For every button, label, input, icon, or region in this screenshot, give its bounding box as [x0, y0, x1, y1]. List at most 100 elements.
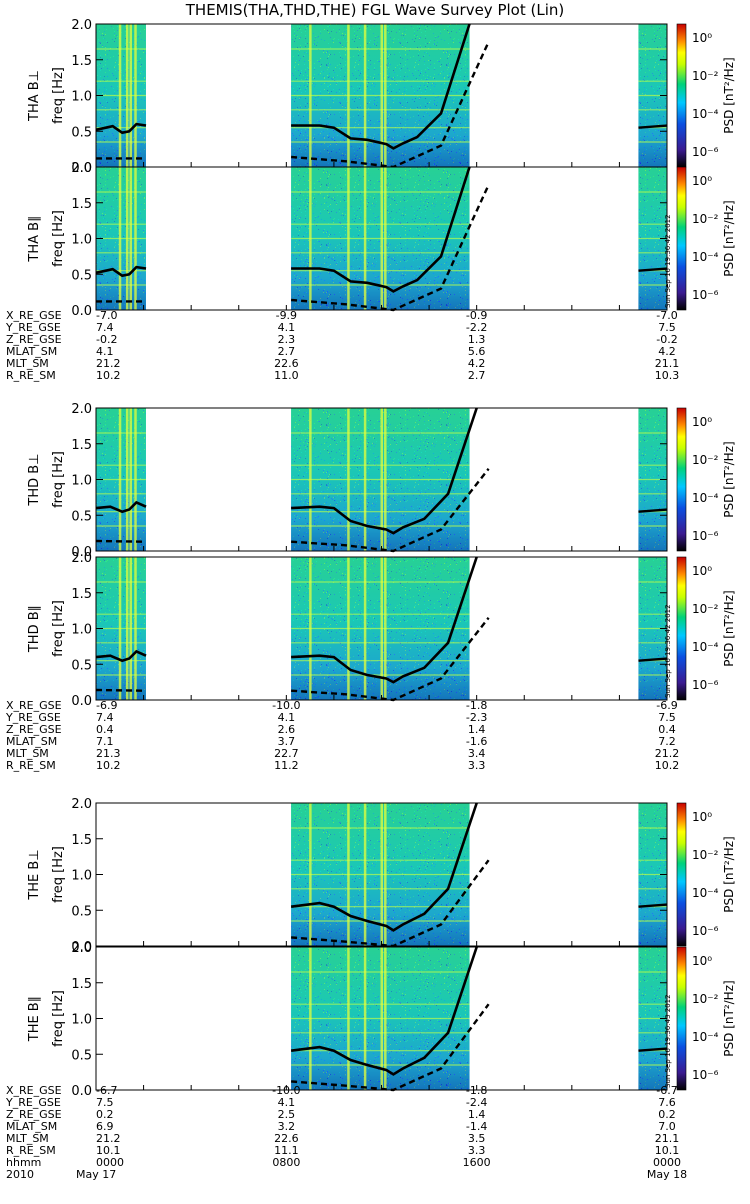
ephemeris-value: -10.0	[272, 699, 300, 712]
gyrofrequency-line	[95, 122, 147, 135]
broadband-spike	[118, 408, 122, 551]
ephemeris-value: -0.2	[656, 333, 677, 346]
ephemeris-value: 0.4	[96, 723, 114, 736]
broadband-spike	[380, 408, 383, 551]
broadband-spike	[309, 167, 312, 310]
broadband-spike	[363, 947, 367, 1090]
y-axis-label: freq [Hz]	[51, 846, 66, 903]
timestamp-stamp: Sun Sep 16 19:36:42 2012	[664, 214, 672, 308]
timestamp-stamp: Sun Sep 16 19:36:43 2012	[664, 994, 672, 1088]
ephemeris-value: 21.3	[96, 747, 121, 760]
ephemeris-the: X_RE_GSE -6.7 -10.0 -1.8 -6.7 Y_RE_GSE 7.5 4.1 -…	[5, 1084, 681, 1169]
ephemeris-value: 4.1	[278, 1096, 296, 1109]
ephemeris-value: -6.7	[656, 1084, 677, 1097]
broadband-spike	[129, 408, 132, 551]
colorbar-tick-label: 10⁰	[692, 564, 712, 578]
ephemeris-value: 4.1	[96, 345, 114, 358]
ephemeris-value: 3.4	[468, 747, 486, 760]
y-tick-label: 1.5	[71, 833, 92, 848]
gyrofrequency-line	[638, 124, 668, 129]
panel-label: THD B∥	[27, 605, 42, 653]
ephemeris-value: 5.6	[468, 345, 486, 358]
timestamp-stamp: Sun Sep 16 19:36:42 2012	[664, 604, 672, 698]
colorbar-tick-label: 10⁻²	[692, 69, 719, 83]
broadband-spike	[347, 167, 350, 310]
y-tick-label: 0.0	[71, 940, 92, 955]
gyrofrequency-dashed-line	[95, 539, 147, 543]
broadband-spike	[129, 167, 132, 310]
y-tick-label: 1.5	[71, 587, 92, 602]
y-tick-label: 1.5	[71, 438, 92, 453]
colorbar-label: PSD [nT²/Hz]	[722, 836, 736, 912]
gyrofrequency-dashed-line	[95, 688, 147, 692]
ephemeris-value: 7.5	[658, 321, 676, 334]
ephemeris-value: -9.9	[276, 309, 297, 322]
ephemeris-value: 7.5	[658, 711, 676, 724]
panel-label: THD B⊥	[27, 453, 42, 506]
y-tick-label: 1.0	[71, 90, 92, 105]
ephemeris-value: 11.2	[274, 759, 299, 772]
ephemeris-value: 3.2	[278, 1120, 296, 1133]
broadband-spike	[125, 24, 129, 167]
ephemeris-value: 2.5	[278, 1108, 296, 1121]
broadband-spike	[384, 803, 387, 946]
ephemeris-value: -6.9	[96, 699, 117, 712]
ephemeris-value: 3.3	[468, 1144, 486, 1157]
broadband-spike	[129, 24, 132, 167]
colorbar-label: PSD [nT²/Hz]	[722, 980, 736, 1056]
panel-tha-par: 0.0 0.5 1.0 1.5 2.0 THA B∥ freq [Hz] 10⁰ 10⁻² 10⁻…	[27, 161, 736, 319]
ephemeris-label: Z_RE_GSE	[6, 333, 62, 346]
broadband-spike	[363, 167, 367, 310]
ephemeris-label: MLAT_SM	[6, 735, 57, 748]
gyrofrequency-line	[291, 23, 471, 150]
broadband-spike	[384, 24, 387, 167]
y-tick-label: 1.0	[71, 869, 92, 884]
ephemeris-value: -0.2	[96, 333, 117, 346]
broadband-spike	[380, 167, 383, 310]
colorbar-tick-label: 10⁻⁴	[692, 1030, 719, 1044]
broadband-spike	[129, 557, 132, 700]
ephemeris-value: 21.2	[96, 357, 121, 370]
gyrofrequency-line	[638, 657, 668, 662]
ephemeris-value: 4.2	[658, 345, 676, 358]
y-tick-label: 2.0	[71, 18, 92, 33]
y-tick-label: 0.0	[71, 694, 92, 709]
y-tick-label: 2.0	[71, 161, 92, 176]
broadband-spike	[347, 24, 350, 167]
colorbar-label: PSD [nT²/Hz]	[722, 200, 736, 276]
gyrofrequency-line	[95, 500, 147, 514]
colorbar	[676, 556, 687, 701]
ephemeris-value: -2.2	[466, 321, 487, 334]
ephemeris-value: -1.6	[466, 735, 487, 748]
colorbar-tick-label: 10⁰	[692, 174, 712, 188]
y-tick-label: 2.0	[71, 551, 92, 566]
ephemeris-value: 0800	[272, 1156, 300, 1169]
panel-the-par: 0.0 0.5 1.0 1.5 2.0 THE B∥ freq [Hz] 10⁰ 10⁻² 10⁻…	[27, 941, 736, 1099]
panel-thd-perp: 0.0 0.5 1.0 1.5 2.0 THD B⊥ freq [Hz] 10⁰ 10⁻² 10⁻…	[27, 402, 736, 560]
broadband-spike	[347, 947, 350, 1090]
ephemeris-label: Y_RE_GSE	[5, 1096, 61, 1109]
broadband-spike	[134, 24, 137, 167]
gyrofrequency-line	[638, 1047, 668, 1052]
ephemeris-label: R_RE_SM	[6, 759, 56, 772]
ephemeris-value: -7.0	[96, 309, 117, 322]
ephemeris-value: -6.7	[96, 1084, 117, 1097]
broadband-spike	[384, 408, 387, 551]
broadband-spike	[384, 167, 387, 310]
ephemeris-value: -1.4	[466, 1120, 487, 1133]
ephemeris-value: 7.4	[96, 711, 114, 724]
ephemeris-label: X_RE_GSE	[6, 309, 62, 322]
ephemeris-label: MLT_SM	[6, 357, 49, 370]
ephemeris-value: 0.2	[658, 1108, 676, 1121]
broadband-spike	[134, 408, 137, 551]
ephemeris-label: R_RE_SM	[6, 1144, 56, 1157]
colorbar-tick-label: 10⁻⁴	[692, 107, 719, 121]
ephemeris-label: Y_RE_GSE	[5, 321, 61, 334]
ephemeris-label: MLAT_SM	[6, 1120, 57, 1133]
ephemeris-value: 21.1	[655, 357, 680, 370]
ephemeris-value: 22.6	[274, 357, 299, 370]
start-date-label: May 17	[76, 1168, 116, 1181]
ephemeris-label: MLT_SM	[6, 1132, 49, 1145]
colorbar-tick-label: 10⁻²	[692, 453, 719, 467]
